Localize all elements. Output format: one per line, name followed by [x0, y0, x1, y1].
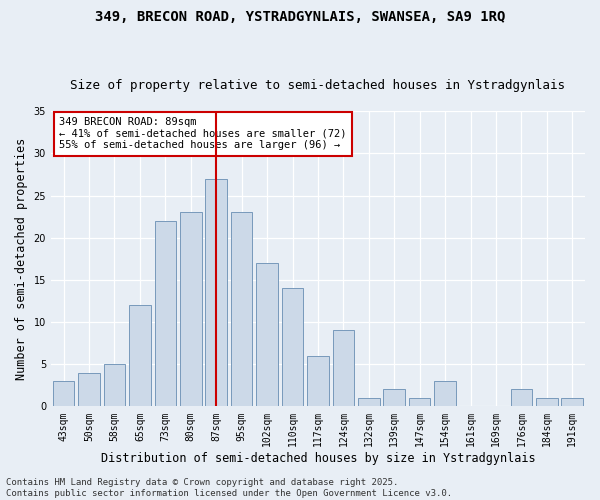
Bar [180, 212, 202, 406]
Bar [511, 390, 532, 406]
Text: 349, BRECON ROAD, YSTRADGYNLAIS, SWANSEA, SA9 1RQ: 349, BRECON ROAD, YSTRADGYNLAIS, SWANSEA… [95, 10, 505, 24]
Bar [53, 381, 74, 406]
Bar [332, 330, 354, 406]
Bar [562, 398, 583, 406]
Bar [155, 221, 176, 406]
Bar [129, 305, 151, 406]
Bar [205, 178, 227, 406]
Bar [104, 364, 125, 406]
Bar [358, 398, 380, 406]
Bar [536, 398, 557, 406]
X-axis label: Distribution of semi-detached houses by size in Ystradgynlais: Distribution of semi-detached houses by … [101, 452, 535, 465]
Y-axis label: Number of semi-detached properties: Number of semi-detached properties [15, 138, 28, 380]
Bar [409, 398, 430, 406]
Bar [78, 372, 100, 406]
Text: Contains HM Land Registry data © Crown copyright and database right 2025.
Contai: Contains HM Land Registry data © Crown c… [6, 478, 452, 498]
Bar [307, 356, 329, 406]
Bar [282, 288, 304, 406]
Text: 349 BRECON ROAD: 89sqm
← 41% of semi-detached houses are smaller (72)
55% of sem: 349 BRECON ROAD: 89sqm ← 41% of semi-det… [59, 117, 346, 150]
Bar [383, 390, 405, 406]
Bar [434, 381, 456, 406]
Bar [256, 263, 278, 406]
Bar [231, 212, 253, 406]
Title: Size of property relative to semi-detached houses in Ystradgynlais: Size of property relative to semi-detach… [70, 79, 565, 92]
